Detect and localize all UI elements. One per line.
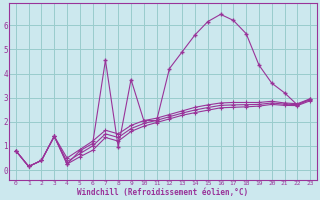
X-axis label: Windchill (Refroidissement éolien,°C): Windchill (Refroidissement éolien,°C) [77, 188, 249, 197]
